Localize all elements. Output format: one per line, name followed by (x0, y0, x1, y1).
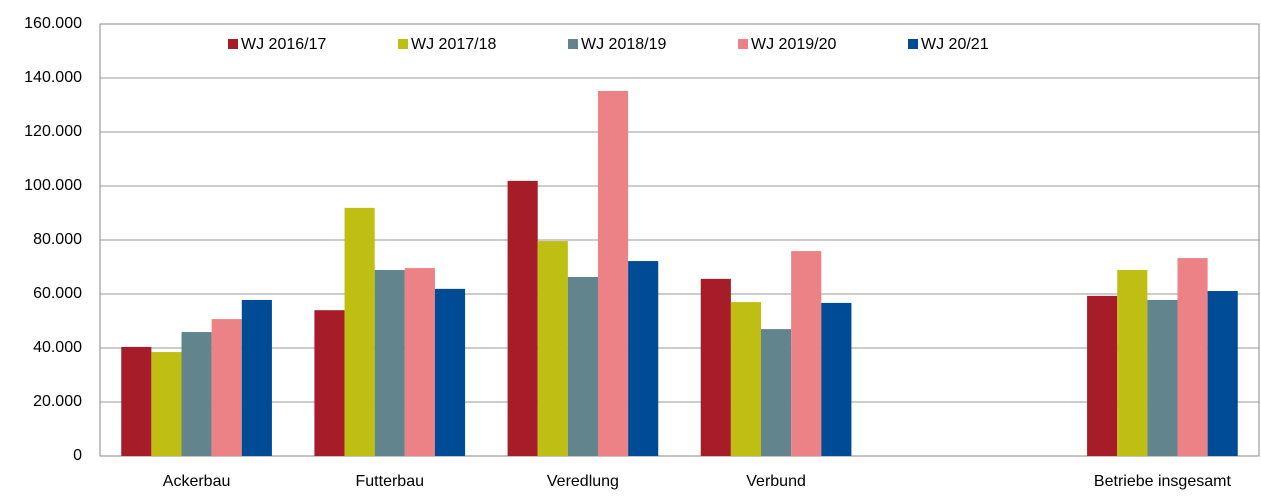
x-tick-label: Betriebe insgesamt (1094, 473, 1232, 490)
y-tick-label: 60.000 (33, 285, 82, 302)
plot-border (99, 23, 1260, 457)
bar (761, 329, 792, 456)
y-tick-label: 0 (73, 447, 82, 464)
y-tick-label: 20.000 (33, 393, 82, 410)
legend-label: WJ 20/21 (921, 36, 989, 53)
y-tick-label: 120.000 (24, 123, 82, 140)
bar (791, 251, 822, 456)
legend-label: WJ 2019/20 (751, 36, 836, 53)
bar (1207, 291, 1238, 456)
x-tick-label: Veredlung (547, 473, 619, 490)
bar (211, 319, 242, 456)
bar (821, 302, 852, 456)
bar (1147, 299, 1178, 456)
legend-swatch (228, 39, 238, 49)
bar (730, 302, 762, 456)
bar (344, 207, 375, 456)
bar (1117, 269, 1148, 456)
x-tick-label: Futterbau (356, 473, 424, 490)
bar (374, 269, 405, 456)
y-tick-label: 100.000 (24, 177, 82, 194)
x-tick-label: Ackerbau (163, 473, 231, 490)
legend-swatch (568, 39, 578, 49)
legend-label: WJ 2016/17 (241, 36, 326, 53)
legend-swatch (398, 39, 408, 49)
bar (700, 278, 731, 456)
y-tick-label: 160.000 (24, 15, 82, 32)
legend-label: WJ 2018/19 (581, 36, 666, 53)
bar (507, 180, 538, 456)
bar (314, 310, 345, 456)
y-tick-label: 40.000 (33, 339, 82, 356)
y-tick-label: 140.000 (24, 69, 82, 86)
bar (537, 241, 568, 456)
y-tick-label: 80.000 (33, 231, 82, 248)
legend-swatch (738, 39, 748, 49)
bar (597, 90, 629, 457)
bar (628, 261, 659, 456)
legend-label: WJ 2017/18 (411, 36, 496, 53)
x-tick-label: Verbund (746, 473, 806, 490)
bar (121, 346, 152, 456)
bar (151, 352, 182, 456)
bar (404, 268, 435, 456)
bar (1087, 295, 1118, 456)
bar (434, 288, 466, 456)
bar (567, 276, 598, 456)
bar (241, 299, 272, 456)
bar (181, 332, 212, 456)
legend-swatch (908, 39, 918, 49)
bar (1177, 258, 1208, 456)
